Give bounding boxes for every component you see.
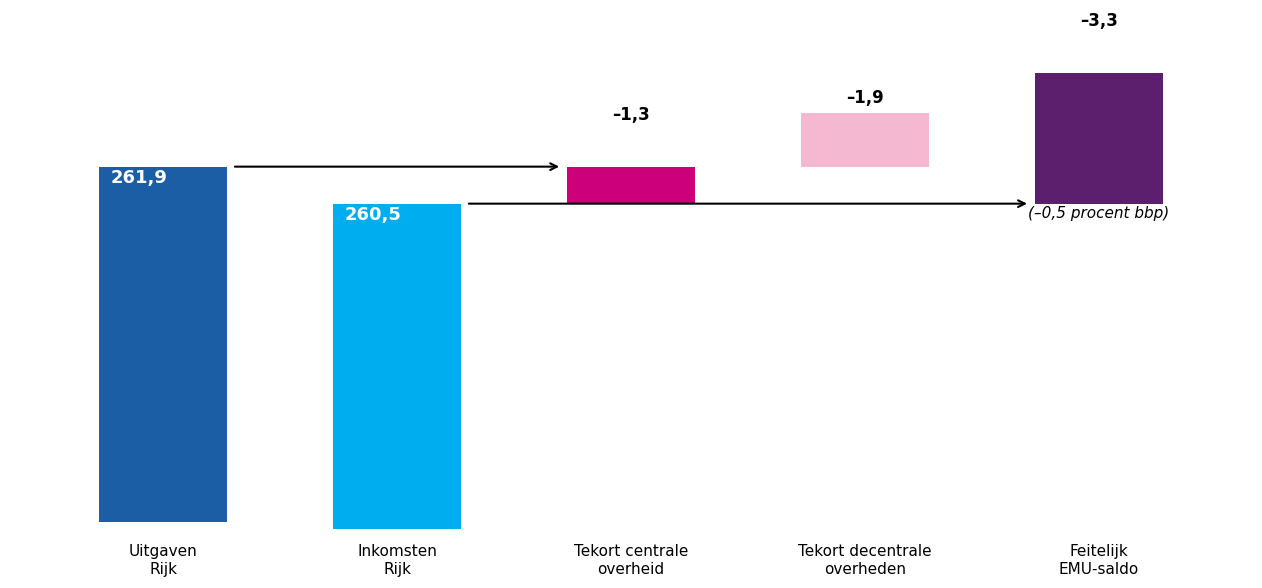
Bar	[800, 112, 929, 166]
Bar	[567, 166, 695, 203]
Bar	[333, 203, 462, 555]
Text: –3,3: –3,3	[1080, 12, 1118, 30]
Text: –1,9: –1,9	[846, 89, 883, 107]
Bar	[98, 166, 227, 522]
Text: (–0,5 procent bbp): (–0,5 procent bbp)	[1029, 206, 1170, 221]
Text: 261,9: 261,9	[111, 169, 168, 188]
Bar	[1035, 73, 1164, 203]
Text: 260,5: 260,5	[345, 206, 401, 225]
Text: –1,3: –1,3	[612, 106, 650, 124]
